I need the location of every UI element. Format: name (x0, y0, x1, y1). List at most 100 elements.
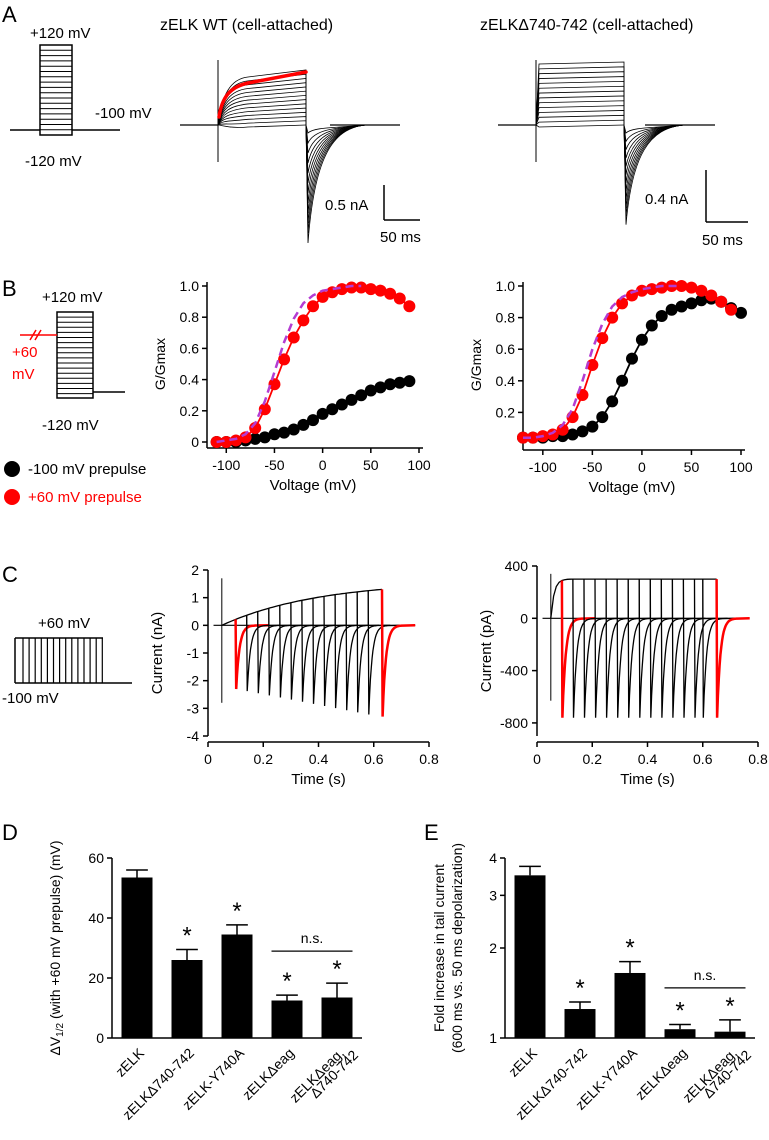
trace-tail (257, 611, 291, 694)
data-point (655, 310, 668, 323)
significance-star: * (575, 975, 584, 1002)
y-axis-label-line2: (600 ms vs. 50 ms depolarization) (449, 843, 465, 1053)
bar (564, 1009, 596, 1038)
data-point (268, 428, 281, 441)
trace-depolarization (535, 124, 625, 128)
data-point (316, 407, 329, 420)
data-point (278, 426, 291, 439)
trace-tail (301, 600, 336, 702)
y-tick-label: -1 (187, 645, 200, 661)
x-axis-label: Time (s) (620, 771, 674, 788)
legend-marker-black (4, 461, 20, 477)
scalebar-a-wt-x: 50 ms (380, 229, 421, 246)
data-point (287, 331, 300, 344)
y-tick-label: 40 (88, 910, 104, 926)
trace-tail (334, 594, 369, 709)
x-tick-label: 0.2 (583, 751, 603, 767)
x-tick-label: -50 (264, 457, 284, 473)
y-tick-label: -3 (187, 700, 200, 716)
y-tick-label: 0.6 (496, 341, 516, 357)
bar (664, 1029, 696, 1038)
ns-label: n.s. (301, 930, 324, 946)
trace-tail (660, 579, 695, 718)
trace-tail (702, 579, 736, 718)
data-point (586, 420, 599, 433)
trace-tail-highlight (715, 579, 750, 718)
x-tick-label: 0.2 (254, 751, 274, 767)
trace-depolarization (217, 124, 307, 128)
y-tick-label: 0.8 (180, 309, 200, 325)
y-tick-label: 0 (191, 617, 199, 633)
significance-star: * (332, 956, 341, 983)
y-tick-label: 4 (489, 850, 497, 866)
data-point (393, 292, 406, 305)
trace-tail (682, 579, 717, 718)
scalebar-a-mut-y: 0.4 nA (645, 191, 688, 208)
y-tick-label: 0.8 (496, 310, 516, 326)
trace-depolarization (217, 116, 307, 126)
panel-label-b: B (2, 276, 17, 301)
data-point (685, 281, 698, 294)
significance-star: * (282, 968, 291, 995)
y-axis-label-rest: (with +60 mV prepulse) (mV) (47, 840, 63, 1022)
legend-label-black: -100 mV prepulse (28, 461, 146, 478)
fit-curve-dashed (216, 284, 362, 444)
data-point (596, 332, 609, 345)
data-point (645, 319, 658, 332)
scalebar-a-wt: 0.5 nA 50 ms (325, 185, 421, 246)
chart-gv-wt: 0 0.2 0.4 0.6 0.8 1.0 -100 -50 0 50 100 Voltage (mV… (152, 278, 431, 494)
y-axis-label: G/Gmax (152, 338, 168, 390)
y-tick-label: 2 (191, 562, 199, 578)
data-point (735, 306, 747, 319)
trace-tail (367, 590, 402, 715)
wt-title: zELK WT (cell-attached) (160, 17, 333, 34)
trace-highlight (217, 70, 308, 119)
scalebar-a-mut-x: 50 ms (702, 232, 743, 249)
data-point (526, 431, 539, 444)
trace-tail (693, 579, 728, 718)
x-tick-label: 0.4 (638, 751, 658, 767)
y-tick-label: 1.0 (496, 278, 516, 294)
y-tick-label: -4 (187, 728, 200, 744)
x-tick-label: 0.6 (364, 751, 384, 767)
data-point (616, 297, 629, 310)
trace-tail (671, 579, 706, 718)
data-point (596, 411, 609, 424)
y-axis-label-sub: 1/2 (55, 1022, 66, 1036)
y-tick-label: 1.0 (180, 278, 200, 294)
trace-tail (323, 596, 358, 707)
protocol-c: +60 mV -100 mV (2, 615, 132, 707)
trace-depolarization (535, 110, 625, 126)
panel-label-a: A (2, 2, 17, 27)
panel-label-c: C (2, 562, 18, 587)
x-axis-label: Time (s) (291, 771, 345, 788)
chart-tail-wt: -4 -3 -2 -1 0 1 2 0 0.2 0.4 0.6 0.8 Time (s) Current … (149, 562, 439, 788)
traces-a-mutant (498, 60, 715, 225)
data-point (705, 289, 718, 302)
y-tick-label: 0 (191, 434, 199, 450)
x-tick-label: zELK (112, 1044, 147, 1079)
data-point (345, 393, 358, 406)
trace-depolarization (535, 119, 625, 126)
scalebar-a-wt-y: 0.5 nA (325, 197, 368, 214)
data-point (403, 300, 416, 313)
trace-tail (572, 579, 607, 718)
data-point (355, 389, 368, 402)
fit-curve-dashed (523, 284, 682, 439)
x-tick-label: -100 (529, 459, 557, 475)
fit-curve (523, 297, 742, 439)
y-tick-label: 0.2 (180, 403, 200, 419)
panel-label-d: D (2, 820, 18, 845)
data-point (258, 403, 271, 416)
y-tick-label: 1 (191, 590, 199, 606)
data-point (626, 352, 638, 365)
traces-a-wt (180, 60, 400, 244)
data-point (268, 378, 281, 391)
significance-star: * (675, 997, 684, 1024)
trace-tail (305, 124, 367, 174)
trace-tail (649, 579, 684, 718)
trace-tail (605, 579, 640, 718)
y-tick-label: -800 (500, 715, 528, 731)
